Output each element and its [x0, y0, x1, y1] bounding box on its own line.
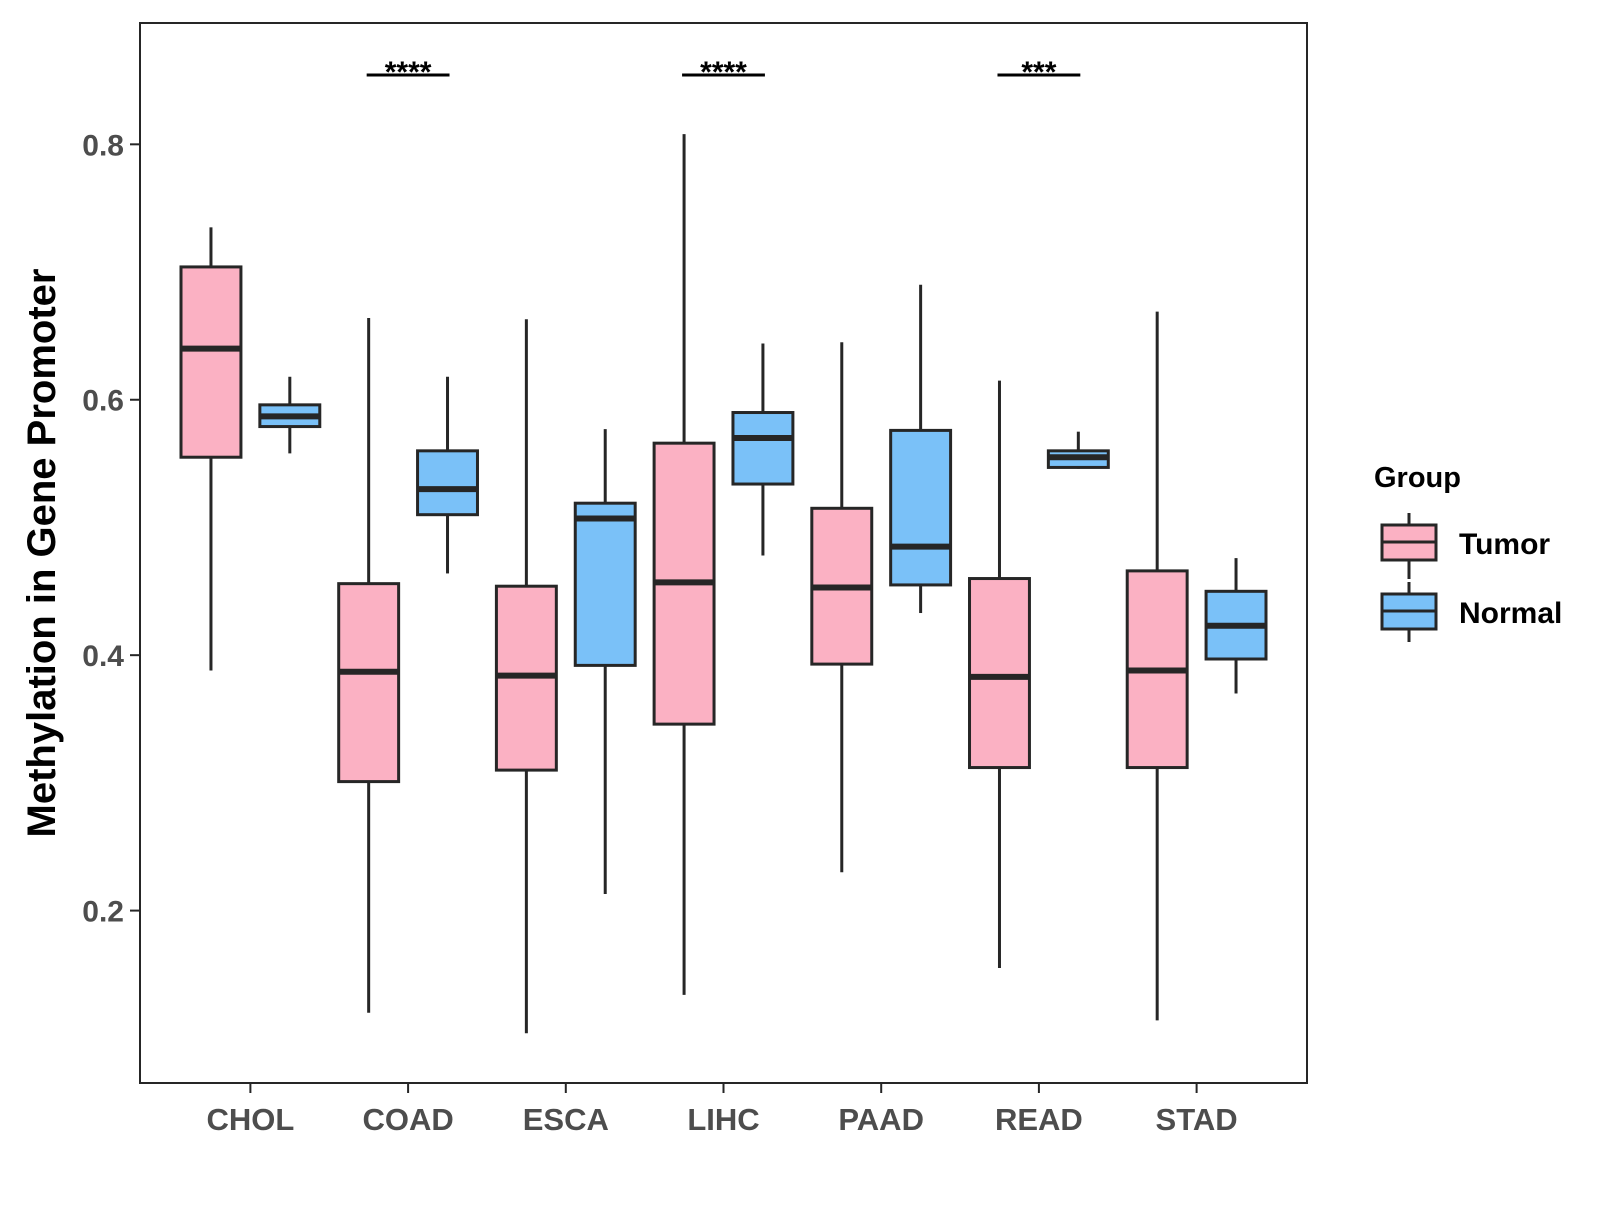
- box-tumor-chol: [179, 227, 243, 671]
- x-tick-label-coad: COAD: [362, 1102, 453, 1137]
- significance-coad: ****: [366, 56, 450, 89]
- box-tumor-read: [968, 380, 1031, 969]
- significance-label: ****: [385, 56, 432, 89]
- box-iqr: [416, 449, 479, 517]
- box-normal-lihc: [731, 343, 795, 556]
- box-normal-read: [1046, 431, 1110, 469]
- y-axis: 0.2 0.4 0.6 0.8: [82, 129, 140, 929]
- legend-item-tumor: Tumor: [1380, 513, 1550, 579]
- box-tumor-esca: [494, 319, 558, 1034]
- box-tumor-coad: [337, 318, 401, 1013]
- legend: Group Tumor Normal: [1374, 462, 1562, 642]
- significance-label: ****: [700, 56, 747, 89]
- box-iqr: [889, 428, 953, 587]
- box-normal-coad: [416, 376, 479, 574]
- box-tumor-stad: [1125, 311, 1189, 1021]
- box-iqr: [337, 582, 401, 784]
- x-axis: CHOL COAD ESCA LIHC PAAD READ STAD: [206, 1083, 1238, 1137]
- legend-title: Group: [1374, 462, 1461, 494]
- significance-layer: **** **** ***: [366, 56, 1081, 89]
- significance-label: ***: [1021, 56, 1056, 89]
- significance-read: ***: [997, 56, 1081, 89]
- x-tick-label-chol: CHOL: [206, 1102, 294, 1137]
- legend-label-normal: Normal: [1459, 597, 1562, 630]
- legend-label-tumor: Tumor: [1459, 528, 1550, 561]
- y-tick-label: 0.6: [82, 385, 124, 418]
- y-axis-label: Methylation in Gene Promoter: [20, 269, 64, 838]
- box-normal-chol: [258, 376, 322, 454]
- box-layer: [179, 134, 1268, 1034]
- y-tick-label: 0.4: [82, 640, 124, 673]
- x-tick-label-read: READ: [995, 1102, 1083, 1137]
- box-normal-paad: [889, 284, 953, 614]
- x-tick-label-lihc: LIHC: [687, 1102, 759, 1137]
- box-iqr: [179, 265, 243, 459]
- significance-lihc: ****: [682, 56, 765, 89]
- box-iqr: [968, 577, 1031, 770]
- y-tick-label: 0.2: [82, 896, 124, 929]
- y-tick-label: 0.8: [82, 129, 124, 162]
- x-tick-label-paad: PAAD: [838, 1102, 924, 1137]
- box-tumor-lihc: [652, 134, 716, 995]
- box-tumor-paad: [810, 342, 874, 873]
- box-iqr: [731, 411, 795, 486]
- legend-item-normal: Normal: [1380, 582, 1562, 642]
- x-tick-label-esca: ESCA: [523, 1102, 609, 1137]
- box-normal-esca: [573, 429, 637, 894]
- box-normal-stad: [1204, 558, 1268, 694]
- x-tick-label-stad: STAD: [1156, 1102, 1238, 1137]
- box-iqr: [573, 501, 637, 667]
